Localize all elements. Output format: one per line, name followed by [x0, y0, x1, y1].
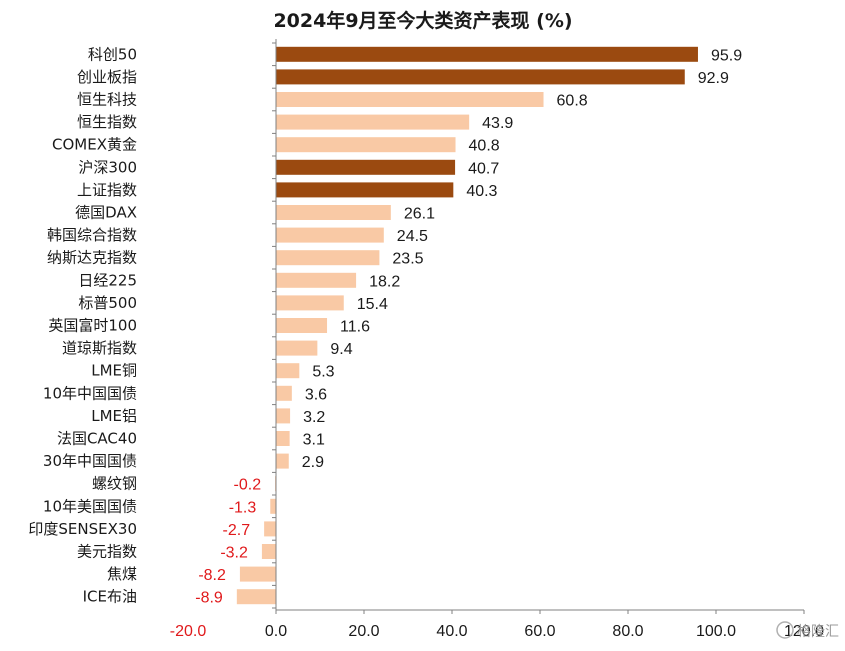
value-label: 9.4 — [330, 341, 352, 358]
bar — [276, 46, 698, 62]
x-tick-label: 0.0 — [265, 623, 287, 640]
category-label: 10年中国国债 — [43, 384, 137, 402]
bar — [264, 521, 276, 537]
value-label: 60.8 — [557, 93, 588, 110]
value-labels-group: 95.9 92.9 60.8 43.9 40.8 40.7 40.3 26.1 24.5 23.5… — [195, 47, 742, 606]
bars-group — [236, 46, 698, 605]
x-tick-label: 100.0 — [696, 623, 736, 640]
value-label: 23.5 — [392, 251, 423, 268]
x-tick-label: 60.0 — [524, 623, 555, 640]
x-tick-label: 40.0 — [436, 623, 467, 640]
value-label: 26.1 — [404, 206, 435, 223]
category-label: 道琼斯指数 — [62, 339, 137, 357]
x-tick-label: -20.0 — [170, 623, 207, 640]
value-label: 5.3 — [312, 364, 334, 381]
bar — [276, 69, 685, 85]
value-label: -1.3 — [229, 499, 257, 516]
bar — [276, 295, 344, 311]
chart-title: 2024年9月至今大类资产表现 (%) — [273, 9, 572, 32]
bar — [276, 318, 328, 333]
category-label: ICE布油 — [83, 588, 137, 606]
bar — [270, 498, 276, 514]
value-label: 3.1 — [303, 432, 325, 449]
category-label: LME铜 — [91, 362, 137, 380]
bar — [276, 340, 318, 356]
category-label: 恒生科技 — [77, 91, 137, 109]
category-label: 螺纹钢 — [92, 475, 137, 493]
category-label: 纳斯达克指数 — [47, 249, 137, 267]
category-label: 标普500 — [78, 294, 137, 312]
value-label: 15.4 — [357, 296, 388, 313]
bar — [276, 227, 384, 243]
x-tick-label: 80.0 — [612, 623, 643, 640]
watermark-logo-icon — [776, 621, 794, 639]
category-label: 德国DAX — [75, 204, 137, 222]
category-label: 法国CAC40 — [57, 430, 137, 448]
bar — [236, 589, 276, 605]
value-label: 40.3 — [466, 183, 497, 200]
axes-group — [272, 39, 805, 614]
category-label: 上证指数 — [77, 181, 137, 199]
bar — [276, 182, 454, 198]
value-label: -0.2 — [234, 477, 262, 494]
x-tick-label: 120.0 — [784, 623, 824, 640]
bar — [239, 566, 276, 582]
category-label: 日经225 — [78, 271, 137, 289]
category-label: 焦煤 — [107, 565, 137, 583]
value-label: -2.7 — [223, 522, 251, 539]
category-label: LME铝 — [91, 407, 137, 425]
bar — [276, 250, 380, 266]
category-label: 韩国综合指数 — [47, 226, 137, 244]
category-label: 英国富时100 — [48, 317, 137, 335]
category-label: 创业板指 — [77, 68, 137, 86]
category-label: 印度SENSEX30 — [28, 520, 137, 538]
bar — [276, 431, 290, 446]
category-label: 30年中国国债 — [43, 452, 137, 470]
x-tick-label: 20.0 — [348, 623, 379, 640]
value-label: -8.9 — [195, 590, 223, 607]
bar — [276, 92, 544, 107]
x-tick-labels-group: -20.0 0.0 20.0 40.0 60.0 80.0 100.0 120.0 — [170, 623, 824, 640]
value-label: 43.9 — [482, 115, 513, 132]
value-label: -3.2 — [220, 545, 248, 562]
bar — [276, 137, 456, 153]
value-label: 24.5 — [397, 228, 428, 245]
bar — [276, 385, 292, 401]
value-label: -8.2 — [198, 567, 226, 584]
bar — [276, 272, 357, 288]
bar — [276, 363, 300, 379]
value-label: 2.9 — [302, 454, 324, 471]
watermark: 格隆汇 — [776, 621, 839, 640]
value-label: 92.9 — [698, 70, 729, 87]
value-label: 40.7 — [468, 160, 499, 177]
value-label: 18.2 — [369, 273, 400, 290]
bar — [276, 408, 291, 424]
value-label: 3.6 — [305, 386, 327, 403]
category-label: 美元指数 — [77, 543, 137, 561]
category-label: 恒生指数 — [77, 113, 137, 131]
bar — [261, 544, 276, 559]
bar — [276, 114, 470, 130]
category-label: 10年美国国债 — [43, 497, 137, 515]
value-label: 11.6 — [340, 319, 370, 336]
value-label: 3.2 — [303, 409, 325, 426]
category-label: 沪深300 — [78, 158, 137, 176]
category-label: COMEX黄金 — [52, 136, 137, 154]
value-label: 40.8 — [469, 138, 500, 155]
value-label: 95.9 — [711, 47, 742, 64]
bar — [276, 159, 456, 175]
watermark-text: 格隆汇 — [797, 624, 839, 640]
bar — [276, 205, 391, 220]
category-label: 科创50 — [88, 45, 137, 63]
bar — [276, 453, 289, 469]
